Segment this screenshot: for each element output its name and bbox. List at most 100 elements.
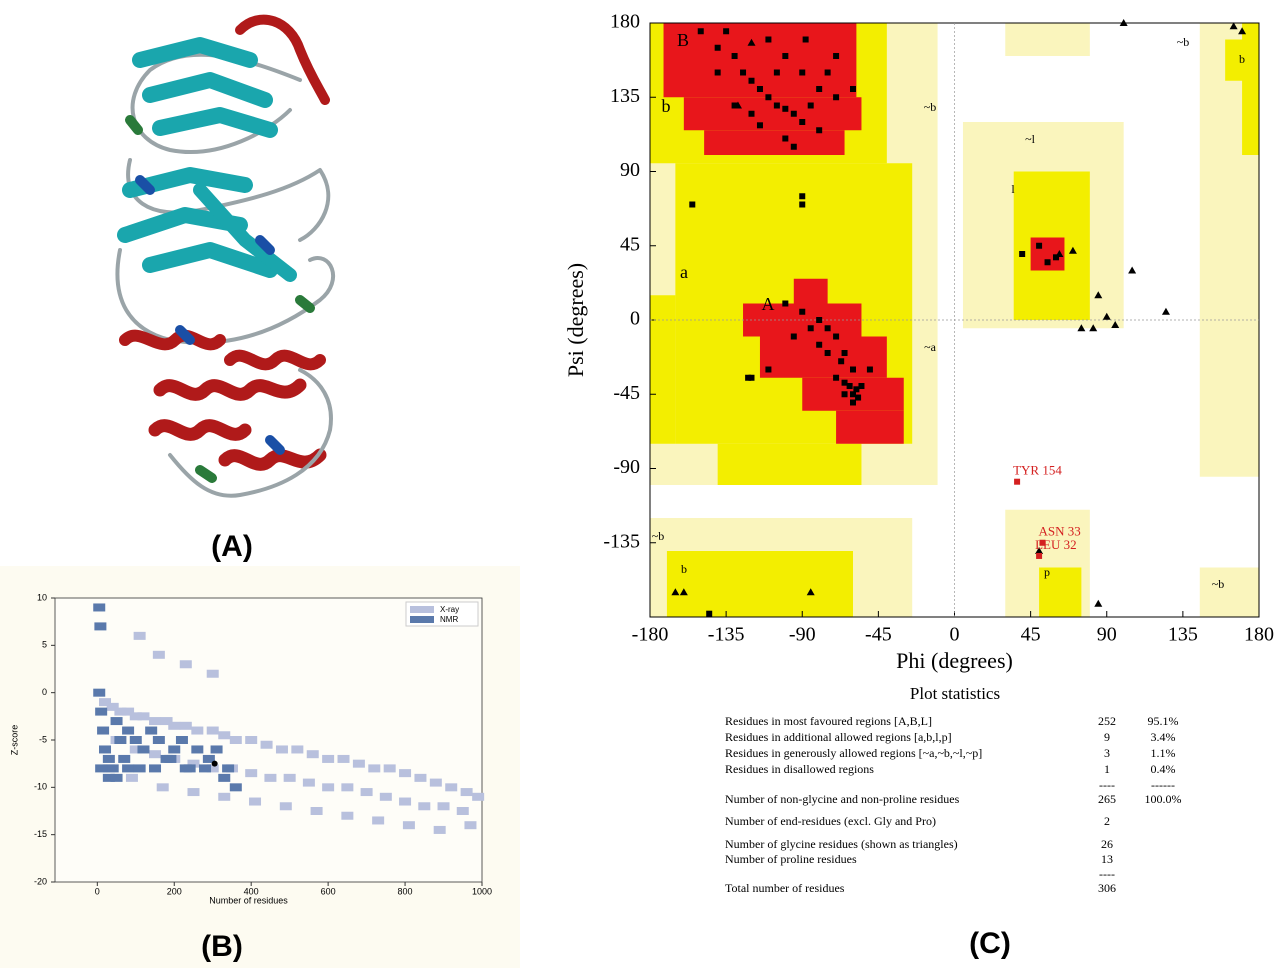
data-point: [414, 773, 427, 782]
stats-percent: 1.1%: [1151, 746, 1176, 760]
data-point: [122, 707, 135, 716]
y-tick-label: -5: [39, 734, 47, 744]
data-point: [129, 745, 142, 754]
residue: [748, 77, 755, 84]
zscore-plot: 0 200 400 600 800 1000 -20 -15 -10 -5 0 5 10 Number o…: [9, 592, 492, 905]
glycine: [679, 588, 688, 596]
residue: [765, 366, 772, 373]
residue: [782, 300, 789, 307]
stats-percent: 95.1%: [1148, 714, 1179, 728]
stats-count: 2: [1104, 814, 1110, 828]
residue: [838, 358, 845, 365]
residue: [816, 127, 823, 134]
allowed-region: [666, 551, 853, 617]
data-point: [99, 745, 112, 754]
data-point: [106, 764, 119, 773]
data-point: [418, 802, 431, 811]
x-tick-label: 0: [950, 624, 960, 646]
x-tick-label: -135: [708, 624, 745, 646]
data-point: [199, 764, 212, 773]
residue: [799, 119, 806, 125]
data-point: [275, 745, 288, 754]
data-point: [179, 721, 192, 730]
residue: [841, 350, 848, 356]
panel-label: (A): [211, 530, 253, 563]
data-point: [164, 754, 177, 763]
data-point: [118, 754, 131, 763]
stats-title: Plot statistics: [910, 684, 1000, 703]
glycine: [671, 588, 680, 596]
stats-percent: 100.0%: [1145, 792, 1182, 806]
stats-count: 3: [1104, 746, 1110, 760]
residue: [841, 379, 848, 386]
data-point: [110, 717, 123, 726]
stats-count: ----: [1099, 867, 1115, 881]
residue: [1053, 254, 1059, 261]
data-point: [383, 764, 396, 773]
residue: [833, 53, 840, 59]
x-axis-label: Number of residues: [209, 895, 288, 905]
data-point: [456, 807, 469, 815]
residue: [765, 94, 772, 101]
y-tick-label: 0: [630, 308, 640, 330]
legend-swatch: [410, 606, 434, 613]
x-tick-label: 200: [167, 886, 182, 896]
data-point: [341, 811, 354, 820]
data-point: [460, 788, 473, 797]
data-point: [202, 754, 215, 763]
stats-label: Total number of residues: [725, 881, 845, 895]
core-region: [704, 130, 845, 155]
y-tick-label: 10: [37, 592, 47, 602]
data-point: [472, 792, 485, 801]
data-point: [168, 745, 181, 754]
x-tick-label: 90: [1097, 624, 1117, 646]
stats-label: Residues in disallowed regions: [725, 762, 874, 776]
x-tick-label: 800: [398, 886, 413, 896]
data-point: [179, 660, 192, 669]
glycine: [1055, 250, 1064, 257]
data-point: [218, 773, 231, 782]
residue: [782, 135, 789, 142]
data-point: [95, 707, 108, 716]
core-region: [663, 23, 857, 98]
outlier-label: LEU 32: [1035, 537, 1077, 552]
generous-region: [1199, 567, 1259, 617]
panel-label: (B): [201, 930, 243, 963]
glycine: [1111, 320, 1120, 328]
data-point: [133, 764, 146, 773]
outlier: [1014, 478, 1021, 485]
legend-label: X-ray: [440, 605, 459, 614]
residue: [790, 143, 797, 150]
data-point: [95, 764, 108, 773]
residue: [807, 102, 814, 109]
residue: [850, 86, 856, 92]
residue: [731, 53, 738, 59]
data-point: [102, 773, 115, 782]
data-point: [149, 717, 162, 726]
data-point: [137, 745, 150, 754]
residue: [816, 317, 823, 323]
region-label: b: [662, 96, 671, 116]
x-tick-label: -90: [789, 624, 816, 646]
glycine: [1102, 312, 1111, 320]
residue: [714, 44, 721, 51]
y-tick-label: 45: [620, 233, 640, 255]
panel-label: (C): [969, 927, 1011, 960]
region-label: p: [1044, 565, 1050, 579]
data-point: [206, 726, 219, 735]
x-tick-label: 135: [1168, 624, 1198, 646]
stats-count: 306: [1098, 881, 1116, 895]
data-point: [145, 726, 158, 735]
data-point: [260, 740, 273, 749]
outlier: [1036, 552, 1043, 559]
data-point: [464, 821, 477, 830]
glycine: [1035, 547, 1044, 554]
data-point: [149, 764, 162, 773]
region-label: ~b: [652, 529, 665, 543]
glycine: [1094, 291, 1103, 299]
region-label: l: [1011, 182, 1015, 196]
residue: [866, 366, 873, 373]
stats-count: 26: [1101, 837, 1113, 851]
data-point: [229, 736, 242, 744]
residue: [756, 86, 763, 92]
